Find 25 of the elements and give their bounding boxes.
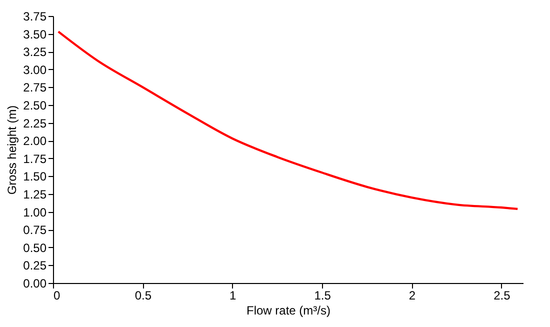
y-tick-label: 0.25: [23, 258, 47, 273]
y-tick-label: 3.00: [23, 62, 47, 77]
y-tick-label: 2.50: [23, 98, 47, 112]
y-tick-label: 0.50: [23, 240, 47, 255]
y-axis-title: Gross height (m): [5, 105, 20, 195]
line-series: [57, 30, 519, 210]
x-tick-label: 2: [408, 288, 416, 302]
y-tick-label: 1.00: [23, 205, 47, 220]
y-tick-label: 3.75: [23, 10, 47, 24]
y-tick-label: 0.75: [23, 223, 47, 238]
x-tick-label: 1: [230, 288, 237, 302]
x-tick-label: 1.5: [314, 288, 332, 302]
x-axis-title: Flow rate (m³/s): [246, 304, 331, 318]
y-tick-label: 3.50: [23, 27, 47, 42]
y-tick-label: 0.00: [23, 276, 47, 290]
y-tick-label: 2.25: [23, 116, 47, 130]
x-tick-label: 0: [54, 288, 60, 302]
y-tick-label: 2.75: [23, 80, 47, 95]
y-tick-label: 3.25: [23, 45, 47, 60]
y-tick-label: 1.25: [23, 188, 47, 202]
x-tick-label: 2.5: [494, 288, 511, 302]
y-tick-label: 1.50: [23, 170, 47, 184]
y-tick-label: 2.00: [23, 134, 47, 148]
x-tick-label: 0.5: [134, 288, 152, 302]
y-tick-label: 1.75: [23, 152, 47, 166]
